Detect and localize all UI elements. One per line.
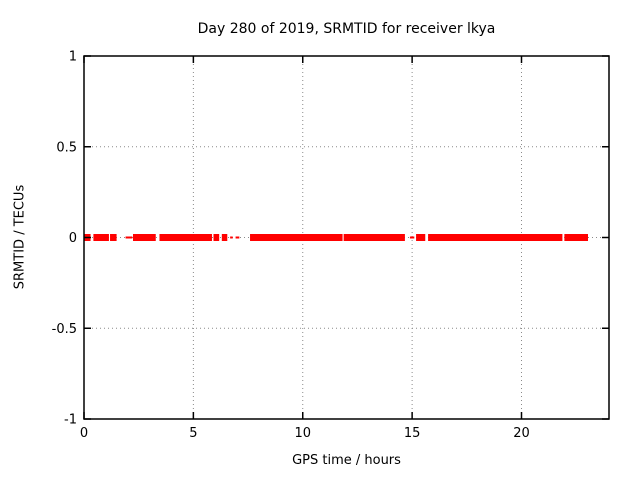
data-segment-thin [235,236,240,239]
data-segment [159,234,212,241]
x-tick-label: 5 [189,426,197,441]
data-segment [213,234,220,241]
data-segment [564,234,588,241]
y-axis-label: SRMTID / TECUs [12,184,28,290]
x-tick-label: 20 [513,426,530,441]
data-segment [93,234,109,241]
data-segment [250,234,343,241]
y-tick-label: -0.5 [52,322,77,337]
chart-title: Day 280 of 2019, SRMTID for receiver lky… [197,21,496,37]
y-tick-label: 0.5 [56,140,77,155]
data-segment-thin [409,236,415,239]
data-segment [343,234,405,241]
y-tick-label: 0 [69,231,77,246]
y-tick-label: -1 [64,413,77,428]
x-tick-label: 10 [294,426,311,441]
data-segment [428,234,563,241]
data-segment-thin [230,236,233,239]
y-tick-label: 1 [69,50,77,65]
x-axis-label: GPS time / hours [292,453,401,468]
data-segment [416,234,426,241]
data-segment-thin [125,236,133,239]
data-segment [110,234,117,241]
x-tick-label: 15 [404,426,421,441]
data-segment [133,234,156,241]
data-segment [221,234,228,241]
x-tick-label: 0 [80,426,88,441]
